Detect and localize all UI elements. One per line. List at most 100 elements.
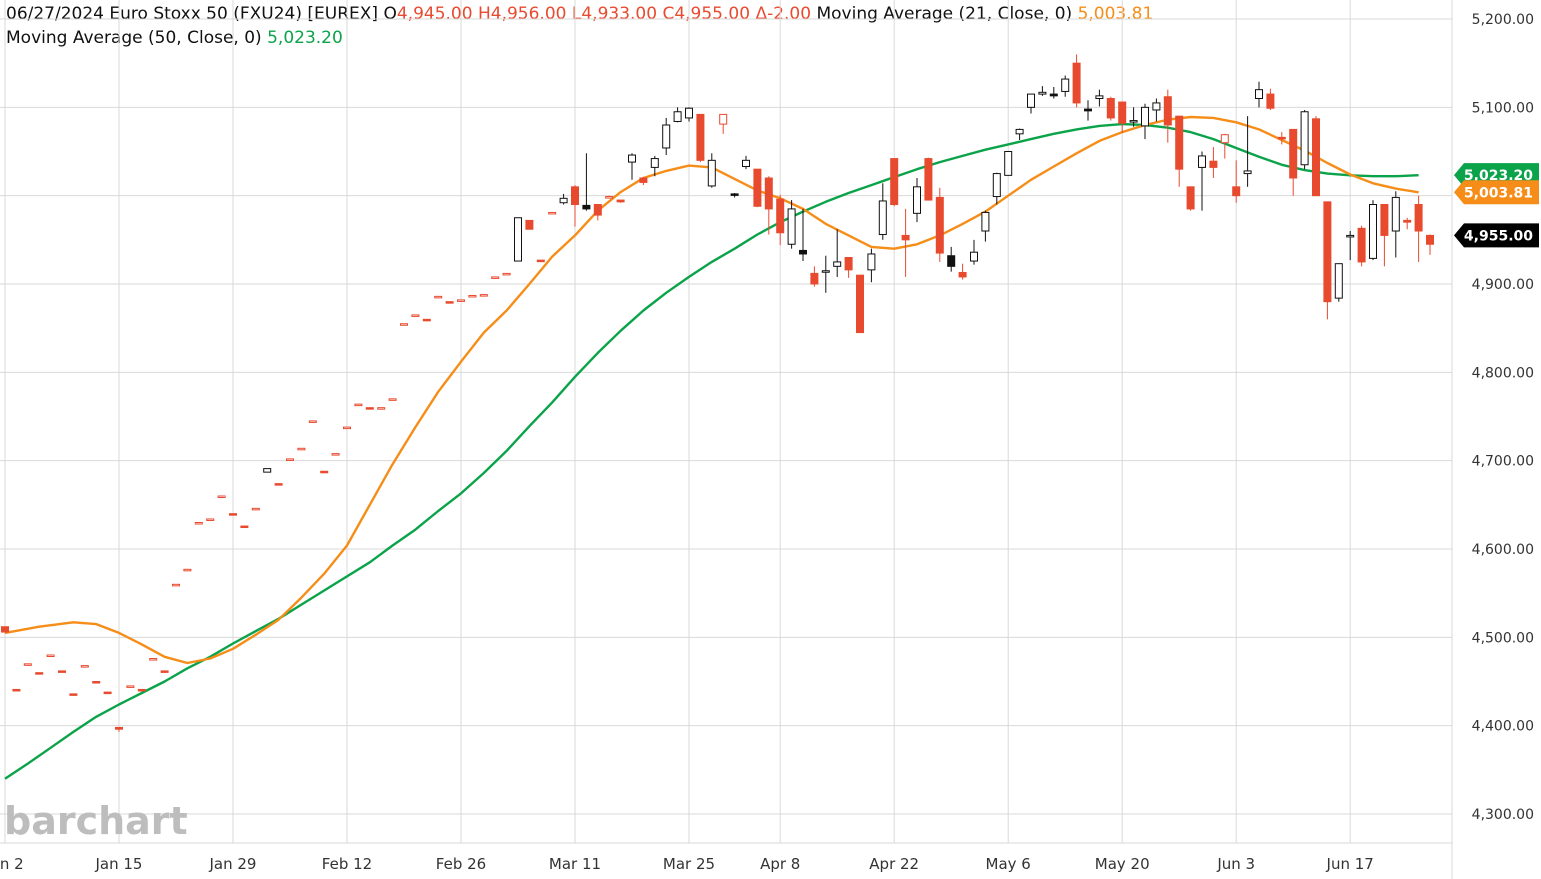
candle: [742, 155, 750, 170]
candle: [856, 274, 864, 334]
candle-body: [1266, 93, 1275, 109]
candle-body: [343, 426, 351, 430]
price-tick-label: 4,900.00: [1472, 277, 1534, 293]
candle: [890, 158, 899, 207]
candle-body: [719, 113, 728, 125]
candle-body: [1380, 204, 1389, 236]
candle: [354, 403, 363, 407]
candle-body: [776, 198, 785, 234]
candle: [251, 507, 260, 511]
candle: [685, 107, 693, 122]
time-axis[interactable]: Jan 2 Jan 15 Jan 29 Feb 12 Feb 26 Mar 11 Mar 2…: [0, 855, 1374, 873]
candle-body: [1095, 95, 1104, 99]
candle: [947, 246, 956, 272]
price-axis[interactable]: 4,300.00 4,400.00 4,500.00 4,600.00 4,700.00…: [1472, 12, 1534, 823]
ma50-line: [4, 122, 1419, 780]
candle-body: [388, 398, 397, 401]
candle-body: [103, 691, 112, 695]
candle: [457, 299, 465, 302]
candle: [719, 113, 728, 134]
tag-label: 4,955.00: [1464, 228, 1533, 244]
candle-body: [1163, 96, 1172, 126]
candle: [172, 583, 180, 587]
candle-body: [867, 253, 876, 271]
candle: [308, 420, 317, 423]
candle: [935, 187, 944, 262]
candle: [434, 295, 443, 299]
candle: [1186, 186, 1195, 211]
tag-label: 5,003.81: [1464, 185, 1533, 201]
candle-body: [35, 672, 44, 675]
candle-body: [992, 173, 1001, 198]
tag-shape: [1454, 223, 1539, 248]
candle: [696, 113, 705, 163]
candle: [1232, 160, 1241, 203]
tag-shape: [1454, 180, 1539, 205]
candle: [1061, 75, 1070, 97]
candle-body: [1141, 106, 1149, 127]
candle-body: [320, 470, 329, 474]
price-tick-label: 4,700.00: [1472, 454, 1534, 470]
candle: [422, 318, 431, 322]
candle-body: [160, 670, 169, 673]
candle-body: [468, 294, 477, 298]
candle: [571, 185, 579, 227]
candle-body: [1369, 204, 1377, 259]
candle: [1300, 109, 1309, 170]
candle-body: [1004, 151, 1013, 176]
candle: [92, 681, 101, 684]
candle: [821, 255, 830, 293]
date-tick-label: Mar 11: [549, 855, 601, 873]
candle: [1141, 103, 1149, 140]
candle-body: [1300, 111, 1309, 166]
date-tick-label: May 6: [986, 855, 1031, 873]
candle: [867, 248, 876, 283]
candle: [970, 239, 978, 265]
candle: [650, 155, 659, 177]
candle: [194, 522, 203, 525]
candle-body: [263, 468, 272, 473]
candle: [1004, 151, 1013, 176]
candle: [263, 468, 272, 473]
last-value-tags: 5,023.205,003.81 4,955.00: [1454, 163, 1539, 248]
price-tick-label: 4,300.00: [1472, 807, 1534, 823]
candle: [1163, 89, 1172, 143]
candle-body: [1084, 108, 1092, 112]
candle: [901, 208, 910, 277]
candle: [1255, 81, 1263, 108]
candle: [992, 172, 1001, 205]
candle-body: [1357, 227, 1366, 263]
candle-body: [1289, 128, 1298, 179]
candle: [730, 193, 739, 198]
candle-body: [69, 693, 78, 696]
candle: [160, 670, 169, 673]
candle-body: [251, 507, 260, 511]
candle: [536, 259, 545, 263]
candle-body: [149, 658, 158, 661]
candles: [1, 54, 1434, 732]
candle: [35, 672, 44, 675]
price-tick-label: 4,600.00: [1472, 542, 1534, 558]
candle-body: [662, 124, 671, 149]
candle: [297, 447, 306, 451]
candle-body: [46, 654, 55, 657]
candle: [1289, 128, 1298, 196]
candle: [1118, 101, 1127, 133]
candle-body: [935, 196, 944, 254]
candle-body: [707, 159, 716, 187]
candle: [628, 153, 636, 180]
candle-body: [206, 518, 215, 521]
candle-body: [730, 193, 739, 196]
candle-body: [559, 197, 568, 204]
price-tick-label: 4,500.00: [1472, 630, 1534, 646]
candle: [1403, 217, 1412, 230]
candle: [559, 193, 568, 205]
candle-body: [12, 688, 21, 692]
candle-body: [1072, 62, 1081, 104]
candle-body: [890, 158, 899, 205]
candle-body: [229, 513, 237, 516]
candle-body: [354, 403, 363, 407]
candle: [320, 470, 329, 474]
candle-body: [742, 159, 750, 168]
